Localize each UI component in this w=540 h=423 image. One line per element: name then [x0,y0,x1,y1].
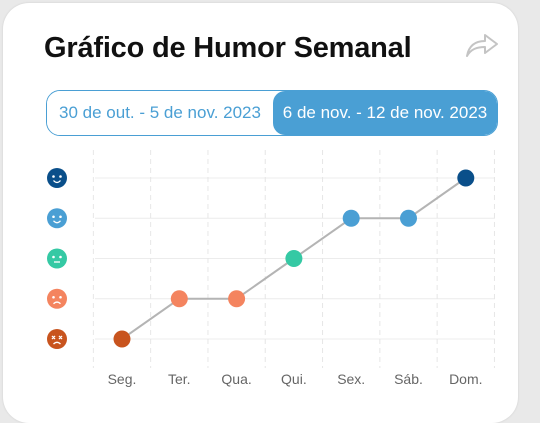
x-tick-label: Qui. [281,371,307,387]
chart-title: Gráfico de Humor Semanal [44,32,412,64]
mood-chart-card: Gráfico de Humor Semanal 30 de out. - 5 … [3,3,518,423]
sad-face-icon [47,288,67,309]
very-sad-face-icon [47,329,67,349]
data-point [113,330,131,348]
week-range-selector: 30 de out. - 5 de nov. 2023 6 de nov. - … [46,90,498,136]
very-happy-face-icon [47,168,67,188]
x-tick-label: Dom. [449,371,482,387]
data-point [342,209,360,227]
range-option-current-week[interactable]: 6 de nov. - 12 de nov. 2023 [273,91,497,135]
data-point [400,209,417,227]
neutral-face-icon [47,248,67,269]
x-tick-label: Sex. [337,371,365,387]
data-point [457,169,475,187]
x-tick-label: Seg. [108,371,137,387]
x-tick-label: Ter. [168,371,191,387]
data-point [285,250,303,267]
range-option-previous-week[interactable]: 30 de out. - 5 de nov. 2023 [47,91,273,135]
share-icon[interactable] [463,30,501,60]
x-tick-label: Sáb. [394,371,423,387]
happy-face-icon [47,208,67,229]
x-tick-label: Qua. [221,371,251,387]
data-point [228,290,246,308]
data-point [170,290,188,308]
mood-line-chart: Seg. Ter. Qua. Qui. Sex. Sáb. Dom. [47,150,495,387]
